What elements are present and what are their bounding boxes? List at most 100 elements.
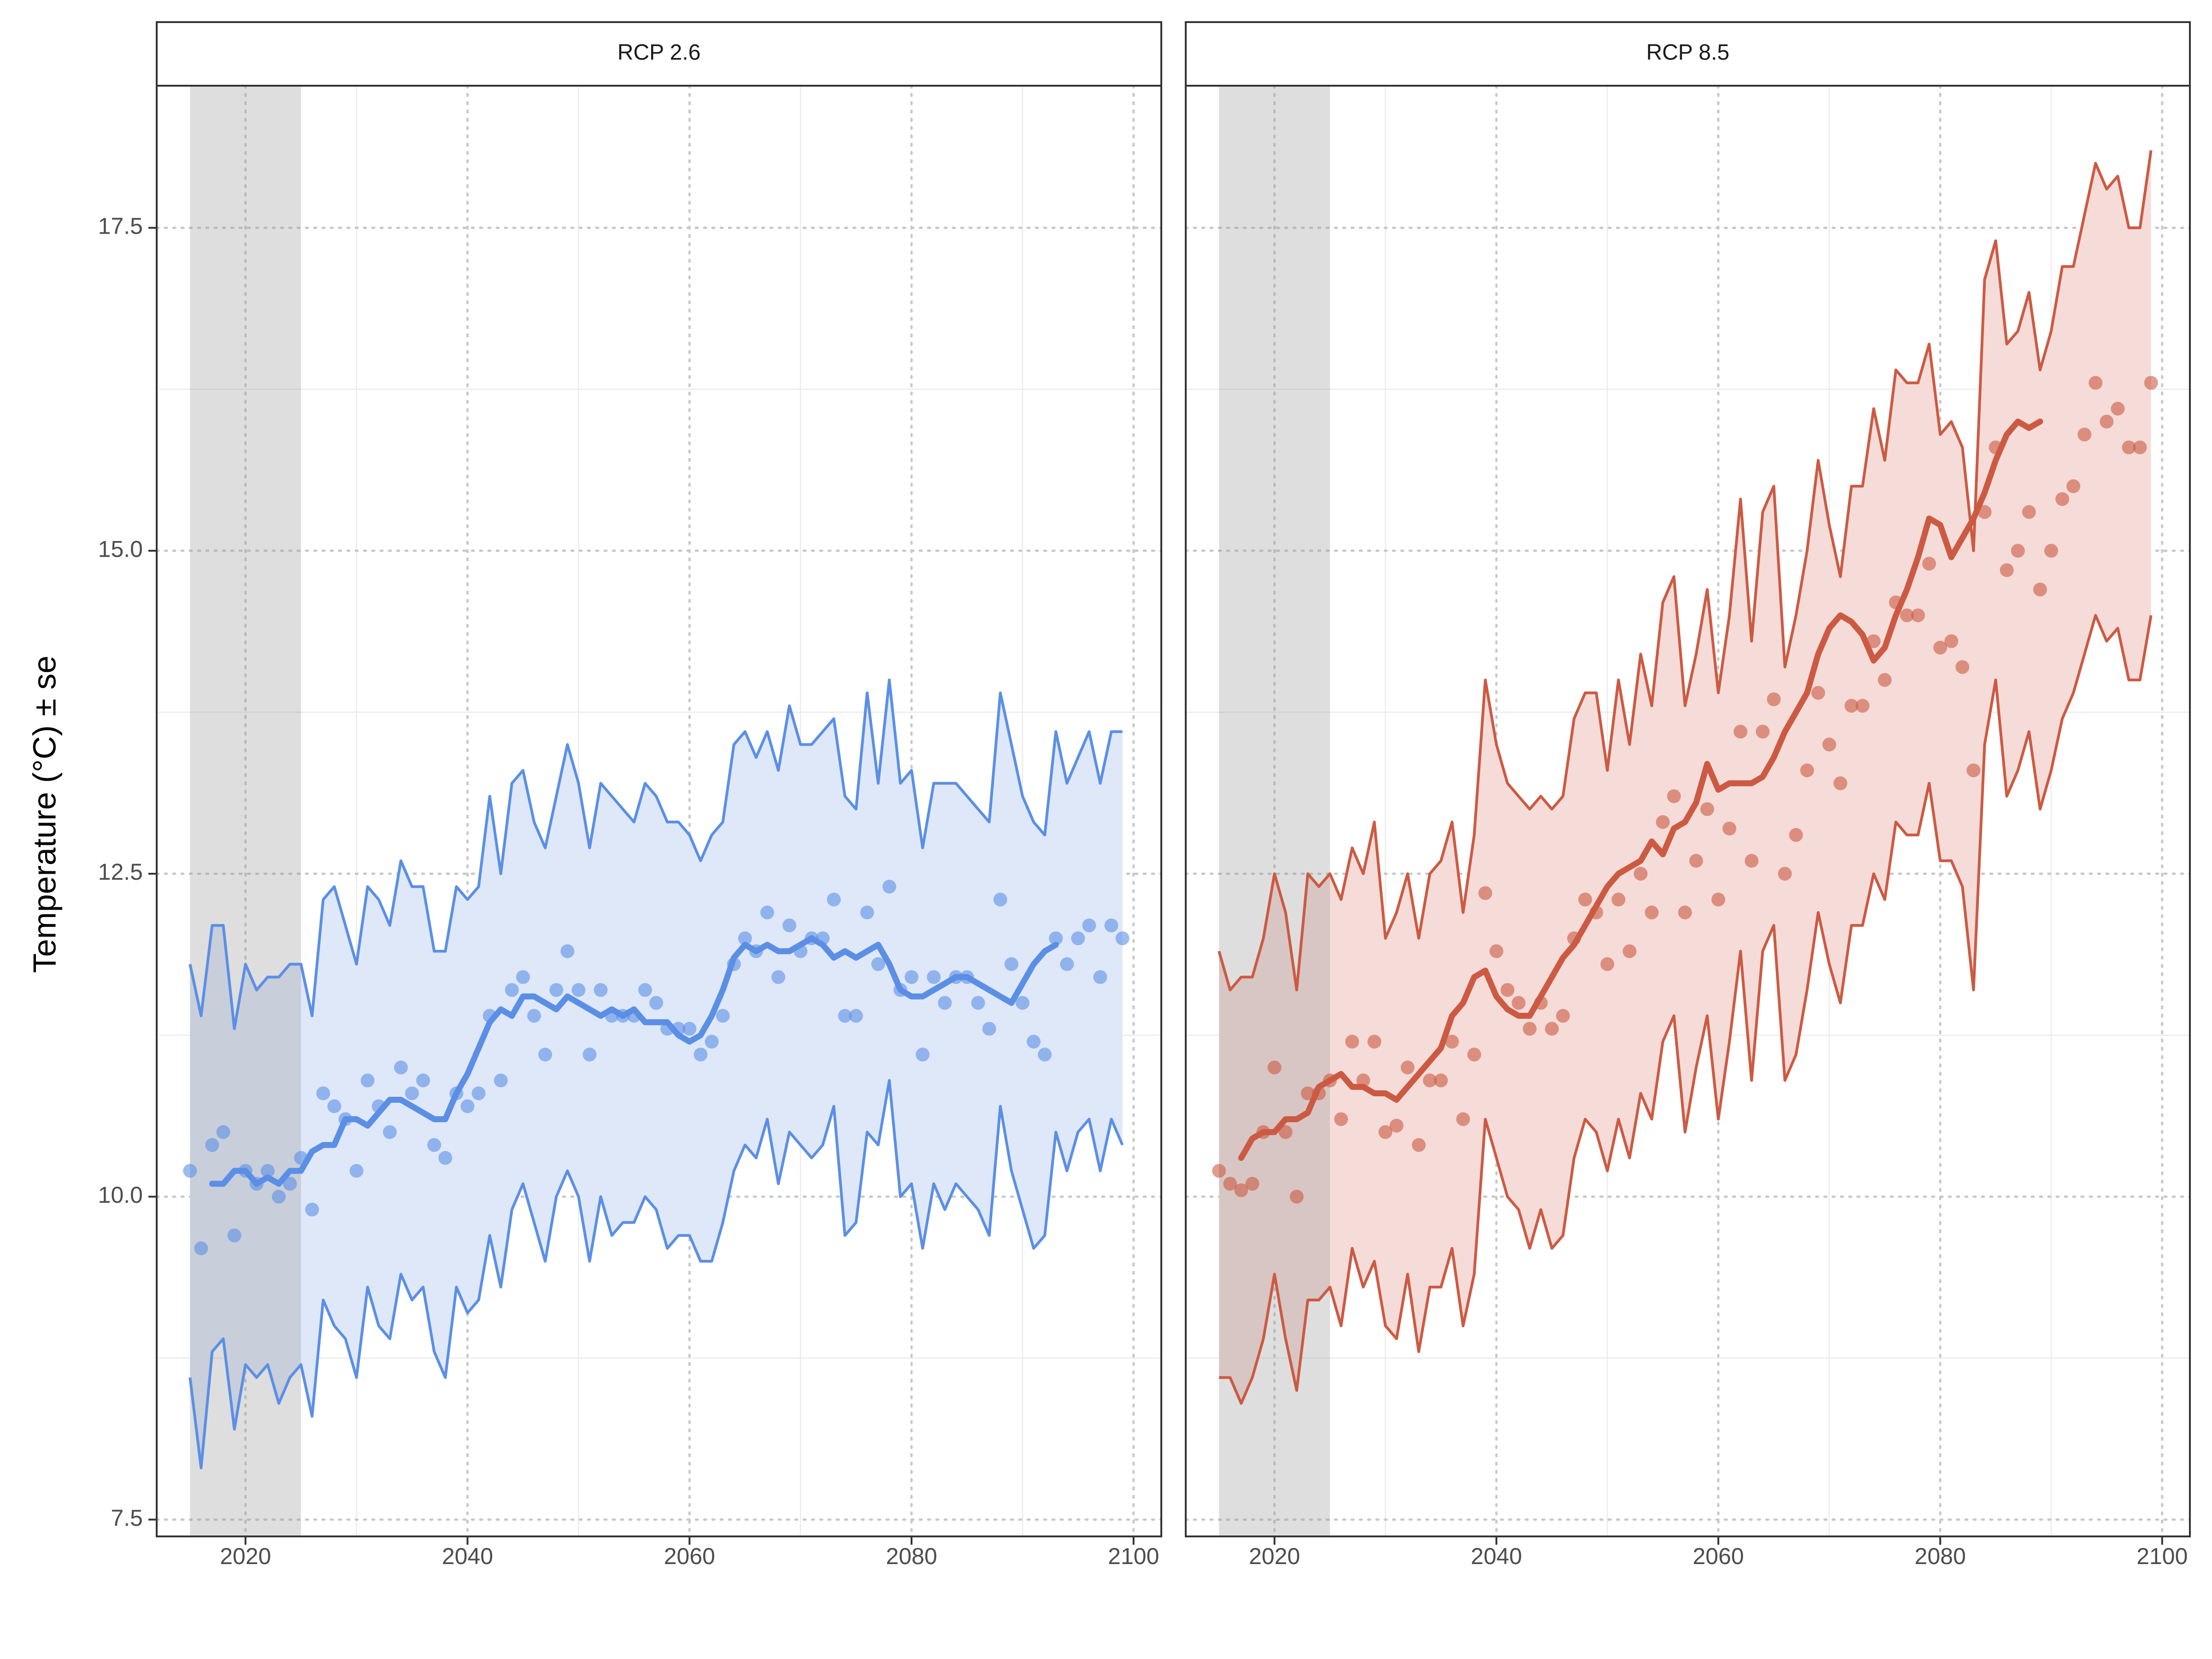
data-point — [2077, 427, 2092, 441]
panel-strip — [156, 21, 1162, 87]
x-tick-label: 2040 — [1471, 1543, 1522, 1569]
baseline-period-band — [190, 86, 301, 1536]
data-point — [982, 1022, 996, 1036]
data-point — [682, 1022, 697, 1036]
x-tick-label: 2020 — [1249, 1543, 1300, 1569]
data-point — [838, 1009, 852, 1023]
data-point — [1922, 557, 1936, 571]
data-point — [1345, 1035, 1359, 1049]
data-point — [2088, 376, 2103, 390]
data-point — [1049, 931, 1063, 946]
data-point — [1434, 1073, 1448, 1088]
data-point — [971, 996, 985, 1010]
data-point — [1612, 893, 1626, 907]
data-point — [1933, 641, 1947, 655]
data-point — [382, 1125, 397, 1139]
data-point — [905, 970, 919, 984]
data-point — [360, 1073, 375, 1088]
data-point — [1523, 1022, 1537, 1036]
data-point — [183, 1164, 197, 1178]
data-point — [1578, 893, 1592, 907]
data-point — [1744, 853, 1759, 868]
data-point — [1512, 996, 1526, 1010]
y-tick-label: 12.5 — [98, 859, 143, 885]
data-point — [2133, 440, 2147, 454]
data-point — [2000, 563, 2014, 577]
data-point — [882, 879, 896, 894]
data-point — [538, 1047, 553, 1062]
data-point — [1866, 634, 1881, 648]
panel-title: RCP 2.6 — [618, 41, 701, 65]
data-point — [1789, 828, 1803, 842]
data-point — [460, 1099, 475, 1113]
y-tick-label: 17.5 — [98, 213, 143, 239]
upper-se-line — [188, 678, 1123, 1030]
data-point — [305, 1202, 319, 1217]
data-point — [849, 1009, 863, 1023]
data-point — [1004, 957, 1018, 971]
data-point — [227, 1228, 241, 1242]
data-point — [1071, 931, 1085, 946]
panels-group: RCP 2.6 2020 2040 2060 2080 2100 7.5 10.0 12.5 15… — [98, 21, 2191, 1569]
data-point — [1545, 1022, 1559, 1036]
data-point — [1015, 996, 1030, 1010]
data-point — [527, 1009, 541, 1023]
data-point — [405, 1086, 419, 1100]
data-point — [1400, 1060, 1415, 1075]
data-point — [571, 983, 586, 997]
x-tick-label: 2100 — [1108, 1543, 1159, 1569]
data-point — [505, 983, 519, 997]
data-point — [1367, 1035, 1382, 1049]
data-point — [438, 1151, 453, 1165]
data-point — [1822, 737, 1836, 752]
data-point — [1911, 608, 1925, 623]
x-tick-label: 2040 — [442, 1543, 493, 1569]
data-point — [1423, 1073, 1437, 1088]
trend-line — [209, 935, 1059, 1187]
data-point — [1334, 1112, 1348, 1126]
data-point — [1944, 634, 1959, 648]
data-point — [1300, 1086, 1315, 1100]
x-tick-label: 2060 — [1693, 1543, 1744, 1569]
data-point — [2066, 479, 2081, 493]
data-point — [327, 1099, 341, 1113]
data-point — [316, 1086, 330, 1100]
data-point — [2111, 401, 2125, 416]
panel-2: RCP 8.5 2020 2040 2060 2080 2100 — [1185, 21, 2191, 1569]
data-point — [1289, 1189, 1304, 1204]
data-point — [1833, 776, 1847, 790]
panel-strip — [1185, 21, 2191, 87]
y-tick-label: 15.0 — [98, 536, 143, 562]
data-point — [694, 1047, 708, 1062]
y-tick-label: 7.5 — [111, 1505, 143, 1531]
data-point — [1500, 983, 1515, 997]
data-point — [1245, 1177, 1259, 1191]
data-point — [1900, 608, 1914, 623]
baseline-period-band — [1219, 86, 1330, 1536]
data-point — [738, 931, 752, 946]
data-point — [1278, 1125, 1293, 1139]
lower-se-line — [1219, 614, 2153, 1405]
data-point — [1966, 763, 1981, 777]
data-point — [1234, 1183, 1248, 1197]
data-point — [1955, 660, 1970, 674]
data-point — [1667, 789, 1681, 803]
data-point — [1767, 692, 1781, 706]
data-point — [1060, 957, 1074, 971]
data-point — [1678, 906, 1692, 920]
data-point — [2055, 492, 2070, 506]
data-point — [560, 944, 575, 959]
data-point — [1445, 1035, 1459, 1049]
data-point — [2033, 582, 2047, 597]
data-point — [1389, 1118, 1404, 1133]
data-point — [1478, 886, 1493, 900]
data-point — [1756, 724, 1770, 739]
panel-border — [156, 85, 1162, 1537]
data-point — [516, 970, 530, 984]
data-point — [582, 1047, 597, 1062]
data-point — [394, 1060, 408, 1075]
data-point — [1038, 1047, 1052, 1062]
data-point — [1600, 957, 1614, 971]
data-point — [1093, 970, 1107, 984]
data-point — [205, 1138, 219, 1152]
